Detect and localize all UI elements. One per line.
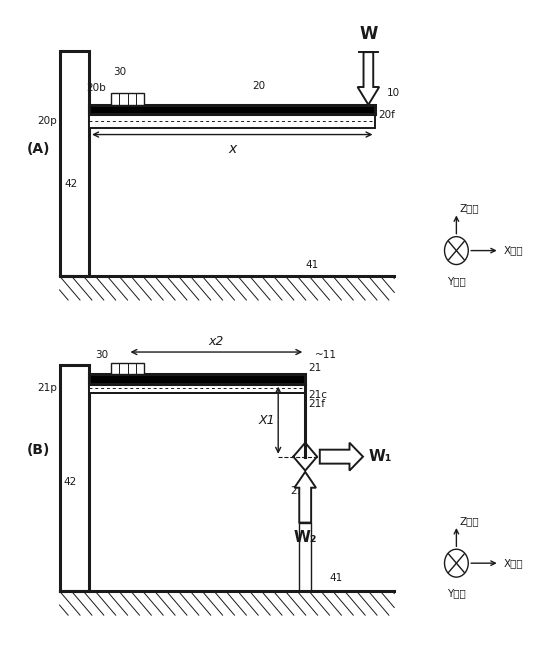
Bar: [89, 374, 305, 384]
Text: W₁: W₁: [369, 449, 392, 464]
Bar: [60, 365, 89, 591]
Text: 41: 41: [305, 259, 318, 270]
Text: 30: 30: [95, 349, 108, 360]
Text: X1: X1: [259, 413, 276, 426]
Bar: [60, 51, 89, 276]
Text: 21: 21: [309, 363, 322, 373]
Text: 21f: 21f: [309, 399, 326, 409]
Bar: [111, 363, 144, 374]
Bar: [111, 93, 144, 105]
Polygon shape: [358, 52, 379, 105]
Text: Y方向: Y方向: [447, 276, 466, 286]
Text: 20f: 20f: [378, 110, 395, 120]
Text: Y方向: Y方向: [447, 589, 466, 598]
Text: X方向: X方向: [504, 246, 523, 256]
Text: 20b: 20b: [87, 83, 106, 93]
Polygon shape: [320, 443, 363, 470]
Bar: [299, 523, 311, 591]
Text: 10: 10: [387, 89, 401, 98]
Text: (A): (A): [26, 142, 50, 156]
Polygon shape: [294, 472, 316, 523]
Text: W: W: [359, 25, 377, 43]
Text: 20p: 20p: [37, 116, 57, 126]
Text: 21p: 21p: [37, 384, 57, 393]
Text: x: x: [228, 142, 236, 156]
Text: 30: 30: [114, 67, 127, 78]
Text: x2: x2: [209, 334, 224, 347]
Text: Z方向: Z方向: [459, 516, 479, 526]
Text: W₂: W₂: [294, 530, 317, 545]
Text: Z方向: Z方向: [459, 203, 479, 213]
Text: ~11: ~11: [315, 350, 337, 360]
Text: (B): (B): [26, 443, 50, 457]
Text: 41: 41: [329, 573, 343, 584]
Text: 21c: 21c: [309, 390, 327, 400]
Bar: [89, 384, 305, 393]
Bar: [89, 115, 375, 128]
Text: 20: 20: [253, 81, 266, 91]
Text: 42: 42: [65, 179, 78, 189]
Text: 42: 42: [64, 477, 77, 487]
Text: X方向: X方向: [504, 558, 523, 568]
Bar: [89, 105, 375, 115]
Text: 21e: 21e: [290, 486, 310, 496]
